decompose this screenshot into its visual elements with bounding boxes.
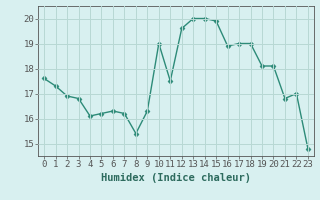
X-axis label: Humidex (Indice chaleur): Humidex (Indice chaleur) bbox=[101, 173, 251, 183]
